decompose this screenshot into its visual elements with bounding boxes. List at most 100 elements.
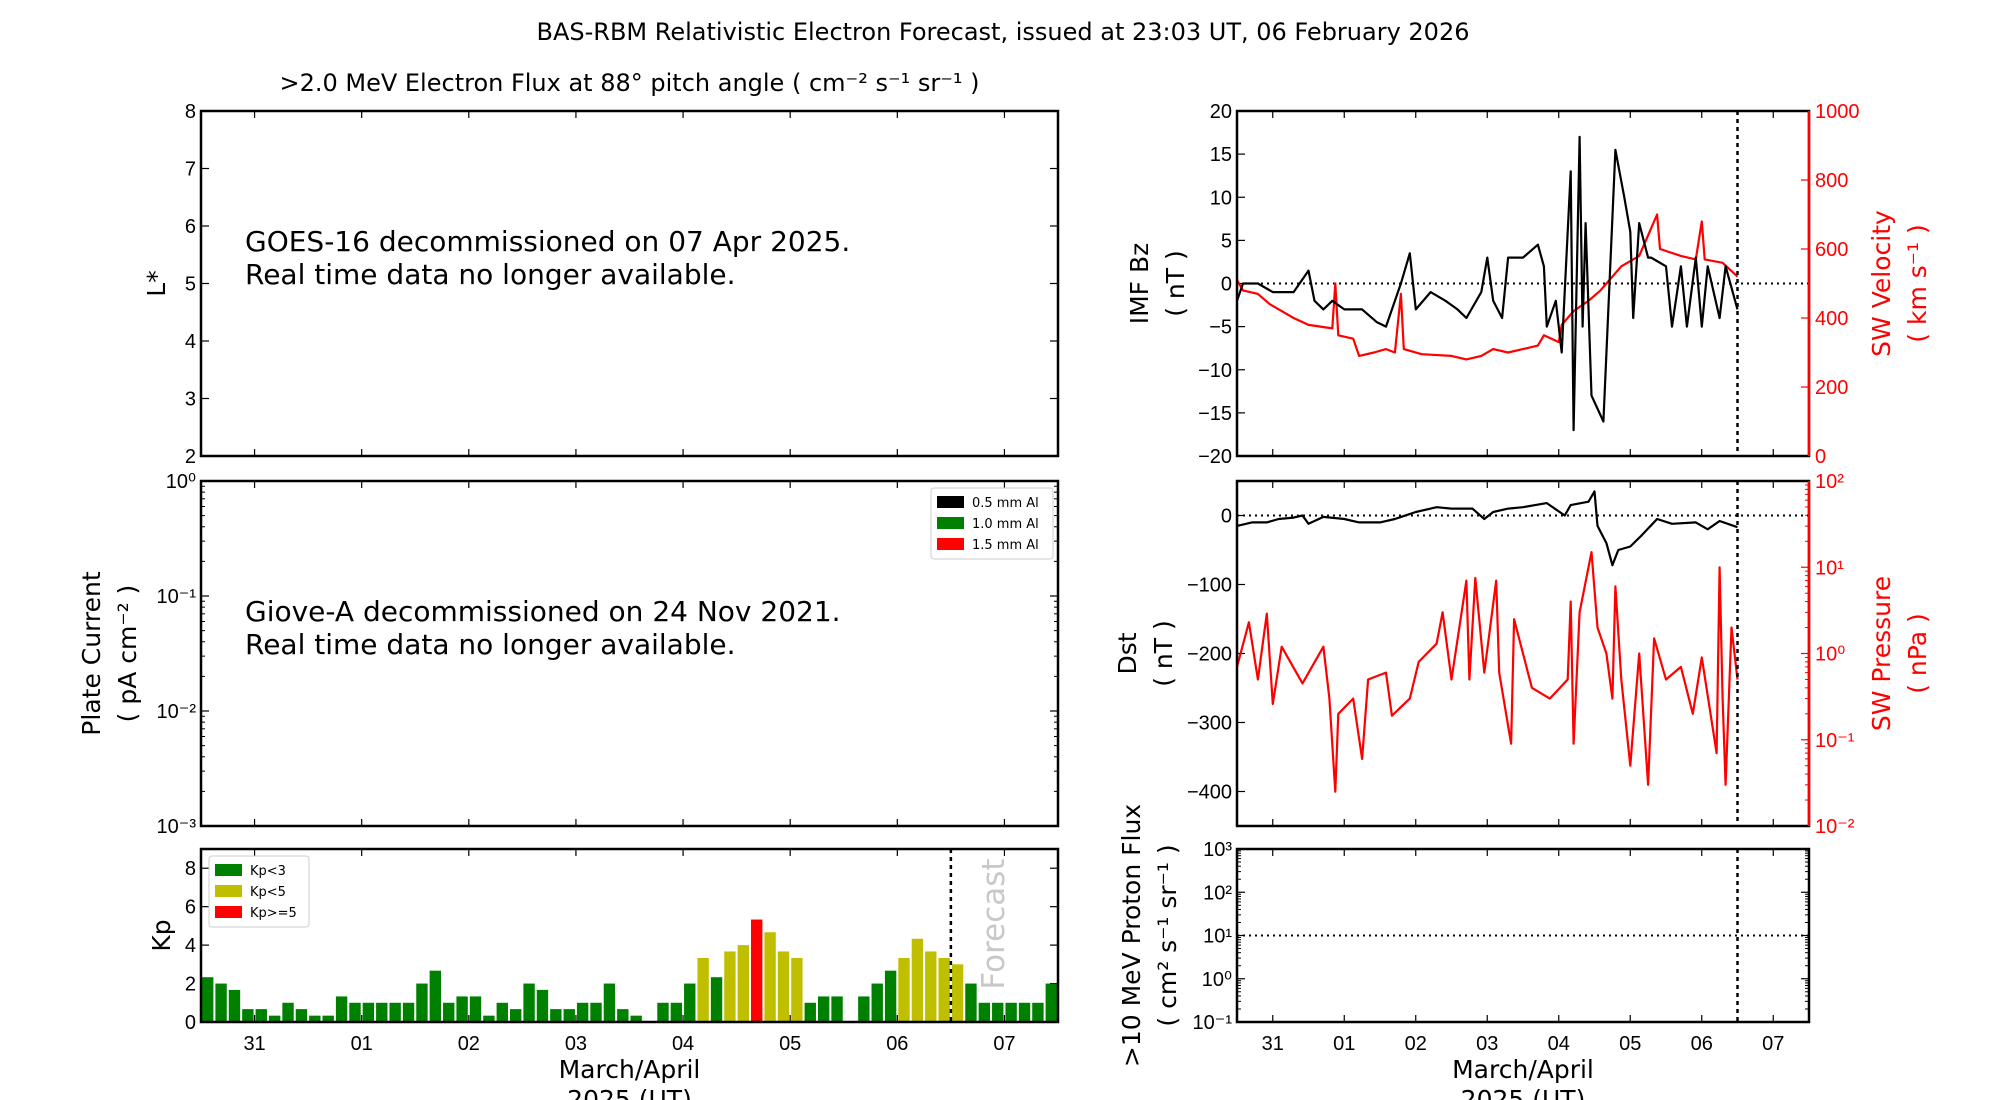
kp-bar <box>751 919 763 1022</box>
y2-axis-unit: ( nPa ) <box>1903 613 1932 694</box>
legend-label: 0.5 mm Al <box>972 496 1039 511</box>
y-tick-label: 2 <box>185 974 196 996</box>
x-tick-label: 03 <box>1476 1033 1498 1055</box>
y-tick-label: 8 <box>185 101 196 123</box>
unavailable-message: GOES-16 decommissioned on 07 Apr 2025. <box>245 225 850 258</box>
y-tick-label: 15 <box>1210 144 1232 166</box>
legend-label: 1.0 mm Al <box>972 517 1039 532</box>
x-tick-label: 05 <box>779 1033 801 1055</box>
y-tick-label: 6 <box>185 216 196 238</box>
plot-frame <box>1235 847 1811 1024</box>
y2-tick-label: 0 <box>1815 446 1826 468</box>
left-axis-series-line <box>1236 490 1738 567</box>
y-tick-label: 10⁻³ <box>157 816 197 838</box>
kp-bar <box>362 1002 375 1022</box>
kp-bar <box>335 996 348 1022</box>
y-axis-label: L* <box>142 270 171 296</box>
kp-bar <box>965 983 977 1022</box>
legend-swatch <box>215 864 242 876</box>
y-axis-label: Dst <box>1113 632 1142 674</box>
kp-bar <box>724 951 736 1022</box>
x-tick-label: 07 <box>1762 1033 1784 1055</box>
legend: 0.5 mm Al 1.0 mm Al 1.5 mm Al <box>930 487 1054 560</box>
y2-tick-label: 10² <box>1815 471 1844 493</box>
left-axis-series-line <box>1235 135 1739 432</box>
y-tick-label: 4 <box>185 935 196 957</box>
kp-bar <box>443 1002 455 1022</box>
kp-bar <box>764 932 776 1022</box>
kp-bar <box>1045 983 1057 1022</box>
y-tick-label: 20 <box>1210 101 1232 123</box>
y-tick-label: 10⁻² <box>157 701 197 723</box>
y-tick-label: 0 <box>1221 506 1232 528</box>
y-axis-label: >10 MeV Proton Flux <box>1117 804 1146 1067</box>
y2-tick-label: 10⁻¹ <box>1815 730 1855 752</box>
kp-bar <box>550 1009 562 1022</box>
legend-swatch <box>937 496 964 508</box>
kp-bar <box>255 1009 267 1022</box>
y-tick-label: 0 <box>1221 274 1232 296</box>
y2-tick-label: 10⁰ <box>1815 644 1845 666</box>
x-tick-label: 02 <box>458 1033 480 1055</box>
kp-bar <box>309 1015 321 1022</box>
kp-bar <box>496 1002 508 1022</box>
right-axis-series-line <box>1235 551 1739 793</box>
y-tick-label: −10 <box>1198 360 1232 382</box>
plot-frame <box>199 109 1060 458</box>
x-axis-label: March/April <box>559 1055 701 1084</box>
panel-title: >2.0 MeV Electron Flux at 88° pitch angl… <box>279 69 979 97</box>
x-tick-label: 02 <box>1405 1033 1427 1055</box>
kp-bar <box>992 1002 1004 1022</box>
kp-bar <box>509 1009 522 1022</box>
y2-axis-unit: ( km s⁻¹ ) <box>1903 224 1932 342</box>
y-tick-label: 2 <box>185 446 196 468</box>
imf-bz-sw-velocity-panel: −20−15−10−50510152002004006008001000IMF … <box>1125 101 1932 468</box>
figure-title: BAS-RBM Relativistic Electron Forecast, … <box>537 18 1470 46</box>
x-axis-label: 2025 (UT) <box>1461 1085 1586 1100</box>
kp-bar <box>871 983 883 1022</box>
kp-bar <box>376 1002 388 1022</box>
y-tick-label: −300 <box>1187 713 1232 735</box>
kp-bar <box>228 989 241 1022</box>
y-tick-label: 8 <box>185 858 196 880</box>
kp-bar <box>684 983 696 1022</box>
kp-bar <box>1005 1002 1017 1022</box>
legend-label: Kp>=5 <box>250 906 297 921</box>
kp-bar <box>295 1009 308 1022</box>
y-axis-unit: ( nT ) <box>1149 620 1178 687</box>
kp-bar <box>268 1015 281 1022</box>
legend-label: 1.5 mm Al <box>972 538 1039 553</box>
x-tick-label: 06 <box>1691 1033 1713 1055</box>
plate-current-panel: 10⁻³ 10⁻² 10⁻¹ 10⁰ Plate Current( pA cm⁻² ) G… <box>77 471 1060 838</box>
y-axis-label: Kp <box>147 919 176 951</box>
y-tick-label: 4 <box>185 331 196 353</box>
kp-bar <box>416 983 428 1022</box>
x-tick-label: 01 <box>351 1033 373 1055</box>
y-axis-label: Plate Current <box>77 571 106 736</box>
kp-bar <box>978 1002 991 1022</box>
kp-bar <box>456 996 468 1022</box>
kp-bar <box>536 989 549 1022</box>
y-tick-label: 10⁰ <box>166 471 196 493</box>
kp-bar <box>215 983 227 1022</box>
kp-bar <box>429 970 442 1022</box>
kp-bar <box>349 1002 361 1022</box>
legend-label: Kp<3 <box>250 864 286 879</box>
y2-tick-label: 600 <box>1815 239 1848 261</box>
x-tick-label: 04 <box>672 1033 694 1055</box>
plot-frame <box>199 479 1060 828</box>
y-tick-label: 5 <box>185 274 196 296</box>
kp-bar <box>858 996 870 1022</box>
x-tick-label: 04 <box>1548 1033 1570 1055</box>
kp-bar <box>697 957 709 1022</box>
kp-bar <box>202 977 214 1022</box>
kp-bar <box>657 1002 669 1022</box>
legend-label: Kp<5 <box>250 885 286 900</box>
kp-bar <box>617 1009 629 1022</box>
unavailable-message: Real time data no longer available. <box>245 258 736 291</box>
x-tick-label: 03 <box>565 1033 587 1055</box>
kp-bar <box>1018 1002 1031 1022</box>
y-axis-unit: ( pA cm⁻² ) <box>113 585 142 723</box>
y-tick-label: 7 <box>185 159 196 181</box>
